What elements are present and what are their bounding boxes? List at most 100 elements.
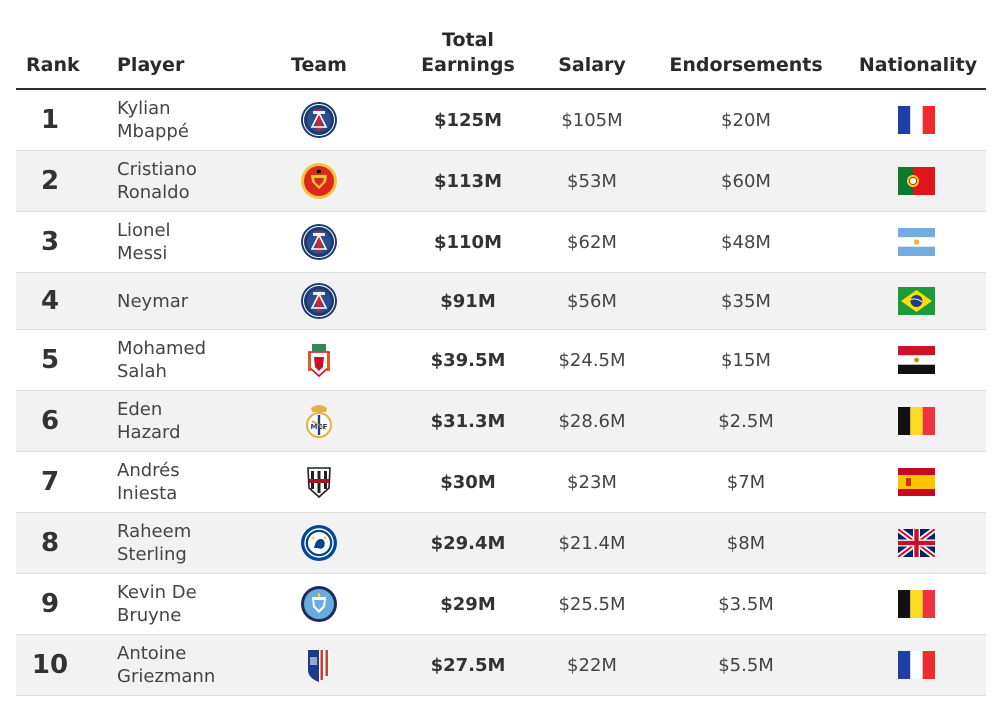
player-last-name: Hazard [117,422,181,443]
salary-cell: $62M [567,231,617,253]
endorsements-cell: $60M [721,170,771,192]
player-first-name: Neymar [117,290,189,312]
endorsements-cell: $7M [726,471,766,493]
endorsements-cell: $8M [726,532,766,554]
team-cell [299,635,339,695]
player-cell: Kylian Mbappé [117,90,267,150]
spain-flag-icon [897,468,935,496]
total-earnings-cell: $91M [440,290,496,312]
header-total-line1: Total [442,29,494,51]
salary-cell: $25.5M [558,593,626,615]
rank-cell: 9 [40,589,60,619]
uk-flag-icon [898,529,935,557]
player-cell: Eden Hazard [117,391,267,451]
header-team: Team [291,54,347,76]
total-earnings-cell: $39.5M [430,349,506,371]
total-earnings-cell: $125M [433,109,502,131]
rank-cell: 2 [40,166,60,196]
player-last-name: Salah [117,361,167,382]
rank-cell: 6 [40,406,60,436]
belgium-flag-icon [897,590,935,618]
salary-cell: $23M [567,471,617,493]
table-row: 2 Cristiano Ronaldo $113M $53M $60M [16,151,986,212]
rank-cell: 4 [40,286,60,316]
header-total-earnings: Total Earnings [421,28,515,78]
psg-crest-icon [300,223,338,261]
rank-cell: 5 [40,345,60,375]
salary-cell: $21.4M [558,532,626,554]
table-row: 6 Eden Hazard $31.3M $28.6M $2.5M [16,391,986,452]
total-earnings-cell: $29.4M [430,532,506,554]
salary-cell: $22M [567,654,617,676]
salary-cell: $28.6M [558,410,626,432]
table-row: 7 Andrés Iniesta $30M $23M $7M [16,452,986,513]
player-first-name: Antoine [117,643,187,664]
team-cell [299,273,339,329]
player-cell: Antoine Griezmann [117,635,267,695]
player-first-name: Kylian [117,98,171,119]
nationality-cell [897,212,935,272]
total-earnings-cell: $27.5M [430,654,506,676]
psg-crest-icon [300,282,338,320]
table-row: 8 Raheem Sterling $29.4M $21.4M $8M [16,513,986,574]
endorsements-cell: $5.5M [718,654,774,676]
table-body: 1 Kylian Mbappé $125M $105M $20M 2 Cristi… [16,90,986,696]
manchester-united-crest-icon [301,163,337,199]
nationality-cell [897,574,935,634]
endorsements-cell: $2.5M [718,410,774,432]
egypt-flag-icon [897,346,935,374]
france-flag-icon [897,106,935,134]
salary-cell: $53M [567,170,617,192]
table-row: 1 Kylian Mbappé $125M $105M $20M [16,90,986,151]
player-last-name: Messi [117,243,168,264]
header-salary: Salary [558,54,626,76]
header-player: Player [117,54,185,76]
player-first-name: Lionel [117,220,171,241]
player-cell: Kevin De Bruyne [117,574,267,634]
header-rank: Rank [26,54,80,76]
endorsements-cell: $48M [721,231,771,253]
rank-cell: 1 [40,105,60,135]
player-cell: Cristiano Ronaldo [117,151,267,211]
team-cell [299,90,339,150]
team-cell [299,513,339,573]
total-earnings-cell: $113M [433,170,502,192]
player-first-name: Kevin De [117,582,197,603]
player-last-name: Griezmann [117,666,216,687]
header-nationality: Nationality [858,54,978,76]
table-row: 4 Neymar $91M $56M $35M [16,273,986,330]
endorsements-cell: $15M [721,349,771,371]
salary-cell: $105M [561,109,623,131]
table-row: 5 Mohamed Salah $39.5M $24.5M $15M [16,330,986,391]
france-flag-icon [897,651,935,679]
salary-cell: $24.5M [558,349,626,371]
table-row: 10 Antoine Griezmann $27.5M $22M $5.5M [16,635,986,696]
atletico-madrid-crest-icon [308,650,330,682]
player-first-name: Raheem [117,521,192,542]
argentina-flag-icon [897,228,935,256]
earnings-table: Rank Player Team Total Earnings Salary E… [16,0,986,696]
player-first-name: Cristiano [117,159,197,180]
manchester-city-crest-icon [301,586,337,622]
team-cell [299,151,339,211]
nationality-cell [897,90,935,150]
nationality-cell [897,273,935,329]
total-earnings-cell: $30M [440,471,496,493]
endorsements-cell: $3.5M [718,593,774,615]
player-last-name: Bruyne [117,605,182,626]
player-cell: Neymar [117,273,267,329]
player-last-name: Mbappé [117,121,189,142]
player-last-name: Sterling [117,544,187,565]
table-header: Rank Player Team Total Earnings Salary E… [16,0,986,90]
nationality-cell [897,513,935,573]
player-cell: Andrés Iniesta [117,452,267,512]
player-first-name: Andrés [117,460,180,481]
nationality-cell [897,330,935,390]
nationality-cell [897,452,935,512]
belgium-flag-icon [897,407,935,435]
real-madrid-crest-icon [305,403,333,439]
header-total-line2: Earnings [421,54,515,76]
total-earnings-cell: $29M [440,593,496,615]
nationality-cell [897,391,935,451]
nationality-cell [897,151,935,211]
